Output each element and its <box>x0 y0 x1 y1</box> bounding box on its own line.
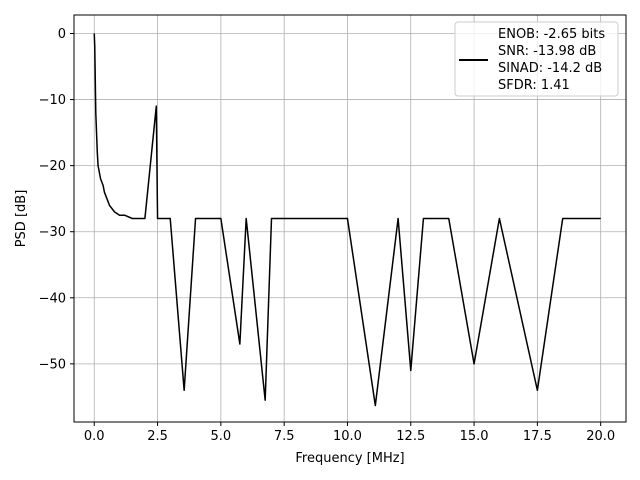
x-tick-label: 17.5 <box>523 429 552 444</box>
y-axis-label: PSD [dB] <box>14 190 29 248</box>
x-axis-label: Frequency [MHz] <box>295 451 404 466</box>
y-tick-label: −20 <box>39 159 66 174</box>
legend-entry-enob: ENOB: -2.65 bits <box>498 27 605 42</box>
x-tick-label: 2.5 <box>147 429 168 444</box>
x-tick-label: 10.0 <box>333 429 362 444</box>
psd-line <box>93 33 601 407</box>
plot-frame <box>73 14 627 423</box>
y-tick-label: −30 <box>39 225 66 240</box>
x-tick-label: 5.0 <box>211 429 232 444</box>
y-tick-label: −10 <box>39 93 66 108</box>
x-tick-label: 0.0 <box>84 429 105 444</box>
x-tick-label: 20.0 <box>586 429 615 444</box>
x-tick-label: 15.0 <box>460 429 489 444</box>
legend-entry-sinad: SINAD: -14.2 dB <box>498 61 602 76</box>
y-tick-label: 0 <box>58 27 66 42</box>
legend-entry-snr: SNR: -13.98 dB <box>498 44 596 59</box>
axis-ticks: 0.0 2.5 5.0 7.5 10.0 12.5 15.0 17.5 20.0 0 −10 −20 −… <box>39 27 616 444</box>
y-tick-label: −40 <box>39 291 66 306</box>
psd-series <box>93 33 601 407</box>
legend-box <box>454 21 619 97</box>
y-tick-label: −50 <box>39 357 66 372</box>
x-tick-label: 12.5 <box>396 429 425 444</box>
legend-entry-sfdr: SFDR: 1.41 <box>498 78 570 93</box>
x-tick-label: 7.5 <box>274 429 295 444</box>
legend: ENOB: -2.65 bits SNR: -13.98 dB SINAD: -… <box>454 21 619 97</box>
